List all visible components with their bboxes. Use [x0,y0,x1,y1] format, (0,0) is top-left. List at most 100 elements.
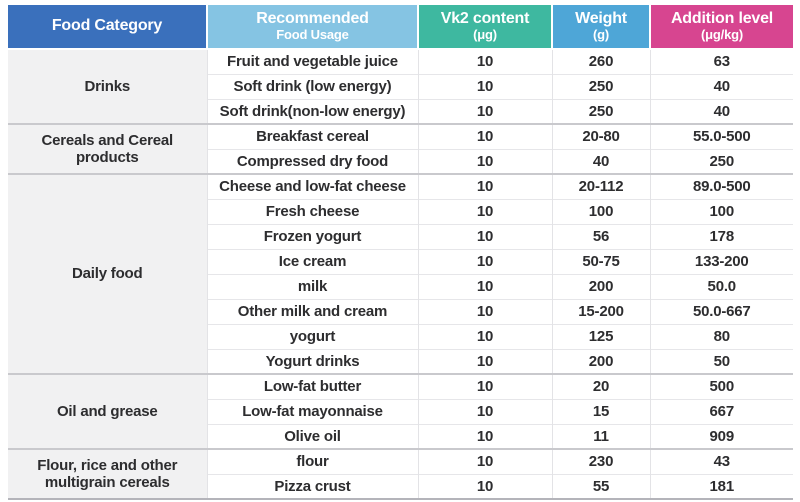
value-cell: 125 [551,323,650,349]
header-subtitle: (g) [593,27,609,43]
value-cell: 10 [417,423,552,449]
table-row: Oil and grease Low-fat butter 10 20 500 [8,373,793,449]
food-usage-cell: yogurt [206,323,418,349]
value-cell: 10 [417,348,552,374]
header-title: Vk2 content [440,9,530,27]
table-row: Pizza crust 10 55 181 [8,473,793,499]
value-cell: 10 [417,273,552,299]
food-usage-cell: Low-fat mayonnaise [206,398,418,424]
value-cell: 10 [417,148,552,174]
value-cell: 20-80 [551,123,650,149]
value-cell: 89.0-500 [649,173,793,199]
header-subtitle: (μg) [473,27,497,43]
value-cell: 10 [417,98,552,124]
table-row: Fresh cheese 10 100 100 [8,198,793,224]
food-usage-cell: Fruit and vegetable juice [206,49,418,74]
table-row: Daily food Cheese and low-fat cheese 10 20-… [8,173,793,374]
table-row: Olive oil 10 11 909 [8,423,793,449]
table-header: Food Category Recommended Food Usage Vk2… [8,5,793,50]
value-cell: 10 [417,398,552,424]
value-cell: 100 [649,198,793,224]
value-cell: 181 [649,473,793,499]
value-cell: 50.0 [649,273,793,299]
table-row: Compressed dry food 10 40 250 [8,148,793,174]
header-subtitle: (μg/kg) [701,27,743,43]
value-cell: 20-112 [551,173,650,199]
value-cell: 500 [649,373,793,399]
food-usage-cell: Fresh cheese [206,198,418,224]
value-cell: 10 [417,298,552,324]
header-title: Weight [575,9,627,27]
value-cell: 40 [649,98,793,124]
value-cell: 100 [551,198,650,224]
header-recommended-food-usage: Recommended Food Usage [207,5,419,50]
category-cell: Flour, rice and other multigrain cereals [8,448,207,499]
value-cell: 10 [417,373,552,399]
value-cell: 55 [551,473,650,499]
table-row: Flour, rice and other multigrain cereals… [8,448,793,499]
header-title: Recommended [256,9,369,27]
value-cell: 10 [417,49,552,74]
value-cell: 43 [649,448,793,474]
table-row: Other milk and cream 10 15-200 50.0-667 [8,298,793,324]
vk2-food-table: Food Category Recommended Food Usage Vk2… [8,5,793,500]
value-cell: 250 [551,73,650,99]
value-cell: 10 [417,123,552,149]
header-weight: Weight (g) [552,5,651,50]
value-cell: 11 [551,423,650,449]
food-usage-cell: Olive oil [206,423,418,449]
table-row: Soft drink (low energy) 10 250 40 [8,73,793,99]
value-cell: 178 [649,223,793,249]
value-cell: 10 [417,198,552,224]
value-cell: 40 [551,148,650,174]
value-cell: 10 [417,173,552,199]
food-usage-cell: flour [206,448,418,474]
value-cell: 667 [649,398,793,424]
category-cell: Daily food [8,173,207,374]
header-subtitle: Food Usage [276,27,349,43]
header-food-category: Food Category [8,5,208,50]
food-usage-cell: Ice cream [206,248,418,274]
value-cell: 10 [417,248,552,274]
value-cell: 133-200 [649,248,793,274]
value-cell: 55.0-500 [649,123,793,149]
value-cell: 250 [649,148,793,174]
value-cell: 200 [551,348,650,374]
header-title: Addition level [670,9,774,27]
table-body: Drinks Fruit and vegetable juice 10 260 63 So… [8,49,793,499]
value-cell: 250 [551,98,650,124]
table-row: Yogurt drinks 10 200 50 [8,348,793,374]
food-usage-cell: milk [206,273,418,299]
food-usage-cell: Soft drink(non-low energy) [206,98,418,124]
category-cell: Drinks [8,49,207,124]
value-cell: 909 [649,423,793,449]
value-cell: 10 [417,323,552,349]
value-cell: 10 [417,73,552,99]
header-title: Food Category [51,17,163,35]
value-cell: 50-75 [551,248,650,274]
value-cell: 50.0-667 [649,298,793,324]
value-cell: 10 [417,448,552,474]
header-addition-level: Addition level (μg/kg) [650,5,793,50]
food-usage-cell: Frozen yogurt [206,223,418,249]
value-cell: 15 [551,398,650,424]
table-row: Drinks Fruit and vegetable juice 10 260 63 [8,49,793,124]
food-usage-cell: Compressed dry food [206,148,418,174]
table-row: yogurt 10 125 80 [8,323,793,349]
value-cell: 260 [551,49,650,74]
table-row: Ice cream 10 50-75 133-200 [8,248,793,274]
value-cell: 10 [417,223,552,249]
food-usage-cell: Pizza crust [206,473,418,499]
table-row: milk 10 200 50.0 [8,273,793,299]
table-row: Low-fat mayonnaise 10 15 667 [8,398,793,424]
value-cell: 230 [551,448,650,474]
food-usage-cell: Breakfast cereal [206,123,418,149]
value-cell: 50 [649,348,793,374]
category-cell: Cereals and Cereal products [8,123,207,174]
table-row: Frozen yogurt 10 56 178 [8,223,793,249]
food-usage-cell: Other milk and cream [206,298,418,324]
value-cell: 20 [551,373,650,399]
category-cell: Oil and grease [8,373,207,449]
value-cell: 200 [551,273,650,299]
